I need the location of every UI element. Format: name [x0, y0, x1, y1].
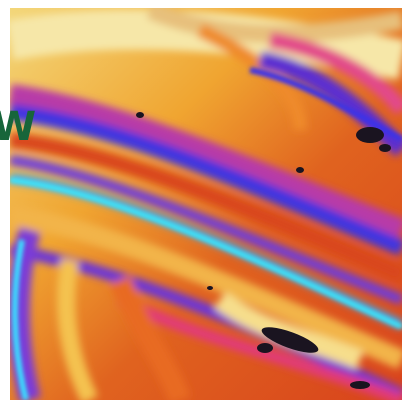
- scene: W: [0, 0, 402, 405]
- overlay-letter: W: [0, 104, 36, 150]
- photo: [10, 8, 402, 400]
- page: W (() => { const data = JSON.parse(docum…: [0, 0, 402, 405]
